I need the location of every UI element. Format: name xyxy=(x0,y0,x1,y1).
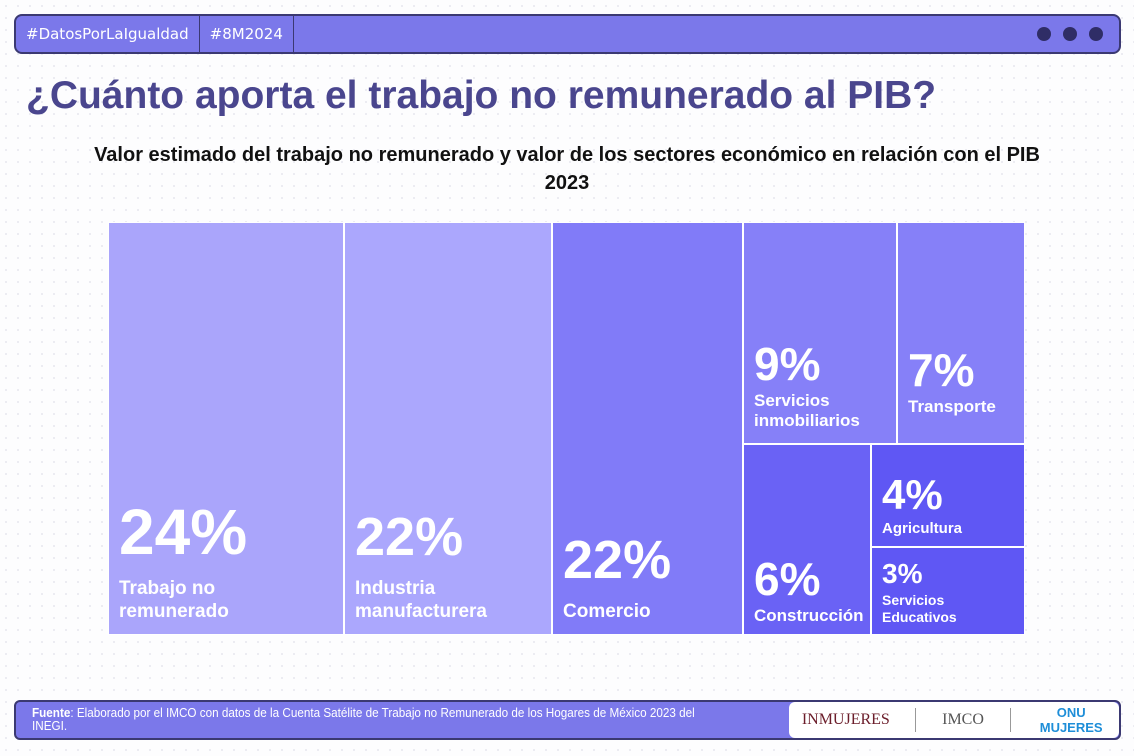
cell-label: Comercio xyxy=(563,601,651,623)
treemap: 24% Trabajo no remunerado 22% Industria man… xyxy=(108,222,1025,635)
dots-menu-icon xyxy=(1037,16,1119,52)
cell-value: 4% xyxy=(882,471,943,518)
cell-value: 22% xyxy=(563,530,672,591)
source-label: Fuente xyxy=(32,705,71,720)
treemap-cell: 6% Construcción xyxy=(743,444,871,635)
chart-title: Valor estimado del trabajo no remunerado… xyxy=(94,144,1040,194)
treemap-cell: 7% Transporte xyxy=(897,222,1025,444)
cell-value: 24% xyxy=(119,496,248,569)
cell-value: 7% xyxy=(908,344,975,396)
source-note: Fuente: Elaborado por el IMCO con datos … xyxy=(32,706,698,732)
cell-label: Transporte xyxy=(908,397,996,416)
cell-label: Servicios inmobiliarios xyxy=(754,391,860,431)
footer: Fuente: Elaborado por el IMCO con datos … xyxy=(14,700,1121,740)
cell-value: 3% xyxy=(882,558,923,590)
imco-logo: IMCO xyxy=(942,711,984,728)
treemap-cell: 22% Comercio xyxy=(552,222,743,635)
cell-label: Servicios Educativos xyxy=(882,592,957,626)
treemap-cell: 22% Industria manufacturera xyxy=(344,222,552,635)
cell-label: Agricultura xyxy=(882,520,963,537)
cell-value: 6% xyxy=(754,552,821,605)
cell-value: 22% xyxy=(355,507,464,568)
cell-label: Construcción xyxy=(754,605,864,625)
cell-value: 9% xyxy=(754,338,821,390)
page-title: ¿Cuánto aporta el trabajo no remunerado … xyxy=(26,74,937,117)
treemap-cell: 3% Servicios Educativos xyxy=(871,547,1025,635)
hashtag-8m[interactable]: #8M2024 xyxy=(200,16,294,52)
onu-mujeres-logo: ONU MUJERES xyxy=(1039,705,1103,735)
treemap-cell: 4% Agricultura xyxy=(871,444,1025,547)
hashtag-datos[interactable]: #DatosPorLaIgualdad xyxy=(16,16,200,52)
treemap-cell: 24% Trabajo no remunerado xyxy=(108,222,344,635)
source-text: : Elaborado por el IMCO con datos de la … xyxy=(32,705,695,733)
cell-label: Industria manufacturera xyxy=(355,578,487,623)
logos: INMUJERES IMCO ONU MUJERES xyxy=(789,702,1119,738)
treemap-cell: 9% Servicios inmobiliarios xyxy=(743,222,897,444)
cell-label: Trabajo no remunerado xyxy=(119,578,229,623)
inmujeres-logo: INMUJERES xyxy=(801,711,890,728)
hashtag-bar: #DatosPorLaIgualdad #8M2024 xyxy=(14,14,1121,54)
